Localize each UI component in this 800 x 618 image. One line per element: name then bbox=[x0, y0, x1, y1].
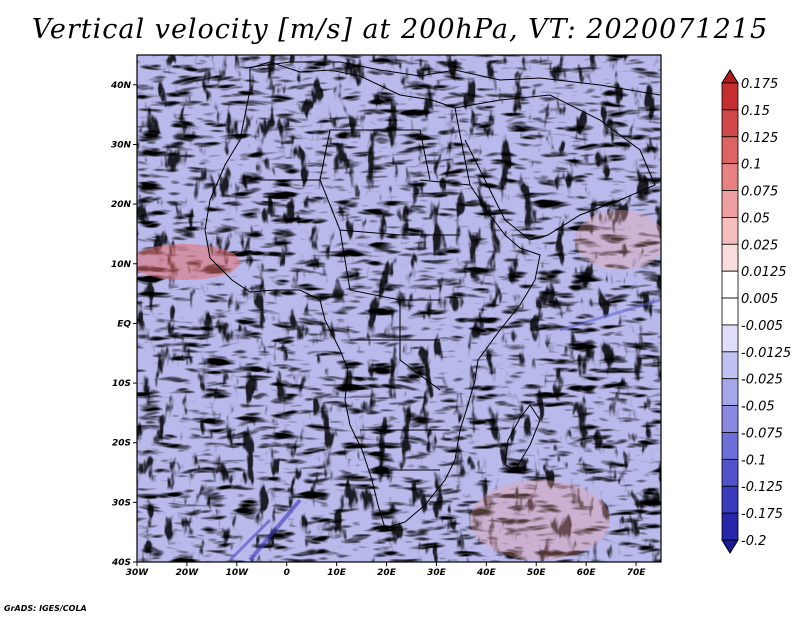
colorbar-segment bbox=[721, 458, 739, 487]
lon-tick-label: 10W bbox=[226, 568, 250, 578]
colorbar-segment bbox=[721, 270, 739, 299]
colorbar-label: 0.1 bbox=[741, 158, 762, 173]
lat-tick-label: 20N bbox=[111, 200, 132, 210]
colorbar-label: -0.005 bbox=[741, 319, 783, 334]
lat-tick-label: 40N bbox=[110, 81, 132, 91]
colorbar-label: -0.075 bbox=[741, 426, 783, 441]
colorbar-label: 0.15 bbox=[741, 104, 770, 119]
colorbar-segment bbox=[721, 217, 739, 245]
plot-frame bbox=[136, 54, 662, 563]
colorbar-label: 0.125 bbox=[741, 131, 778, 146]
colorbar-segment bbox=[721, 190, 739, 218]
colorbar-segment bbox=[721, 512, 739, 541]
arabia-coastline bbox=[454, 94, 656, 241]
colorbar-label: 0.025 bbox=[741, 238, 778, 253]
colorbar-label: -0.05 bbox=[741, 400, 775, 415]
footer-credit: GrADS: IGES/COLA bbox=[4, 604, 87, 613]
africa-coastline bbox=[204, 61, 541, 529]
lon-tick-label: 60E bbox=[577, 568, 597, 578]
lat-tick-label: 40S bbox=[111, 558, 131, 568]
lon-tick-label: 20E bbox=[377, 568, 397, 578]
chart-title: Vertical velocity [m/s] at 200hPa, VT: 2… bbox=[31, 14, 769, 45]
colorbar-label: 0.005 bbox=[741, 292, 778, 307]
colorbar-segment bbox=[721, 82, 739, 111]
lat-tick-label: 10S bbox=[112, 379, 131, 389]
colorbar-segment bbox=[721, 432, 739, 460]
colorbar-min-arrow bbox=[721, 539, 739, 554]
colorbar-label: -0.1 bbox=[741, 453, 766, 468]
lon-tick-label: 30W bbox=[126, 568, 150, 578]
lat-tick-label: EQ bbox=[117, 319, 131, 329]
lon-tick-label: 20W bbox=[176, 568, 200, 578]
colorbar-segment bbox=[721, 351, 739, 380]
colorbar-label: 0.05 bbox=[741, 211, 770, 226]
colorbar-segment bbox=[721, 243, 739, 272]
colorbar-label: -0.125 bbox=[741, 480, 783, 495]
lon-tick-label: 10E bbox=[327, 568, 347, 578]
colorbar-segment bbox=[721, 485, 739, 514]
colorbar-segment bbox=[721, 136, 739, 165]
coastlines bbox=[204, 61, 661, 529]
colorbar-label: 0.175 bbox=[741, 77, 778, 92]
velocity-field bbox=[137, 55, 661, 562]
colorbar-max-arrow bbox=[721, 69, 739, 84]
borders bbox=[260, 129, 471, 471]
lat-tick-label: 30S bbox=[112, 498, 131, 508]
colorbar-label: -0.175 bbox=[741, 507, 783, 522]
colorbar-label: -0.0125 bbox=[741, 346, 791, 361]
colorbar: 0.175 0.15 0.125 0.1 0.075 0.05 0.025 0.0125 0.0… bbox=[721, 69, 791, 554]
colorbar-segment bbox=[721, 109, 739, 138]
lat-tick-label: 30N bbox=[111, 140, 132, 150]
colorbar-segment bbox=[721, 378, 739, 406]
colorbar-label: 0.0125 bbox=[741, 265, 787, 280]
europe-coastline bbox=[244, 61, 661, 96]
lon-tick-label: 0 bbox=[284, 568, 290, 578]
lon-tick-label: 30E bbox=[427, 568, 447, 578]
colorbar-segment bbox=[721, 297, 739, 326]
lat-tick-label: 10N bbox=[111, 260, 132, 270]
colorbar-segment bbox=[721, 324, 739, 353]
madagascar-coastline bbox=[504, 404, 541, 471]
lat-tick-label: 20S bbox=[112, 439, 131, 449]
colorbar-label: 0.075 bbox=[741, 185, 778, 200]
lon-tick-label: 40E bbox=[476, 568, 497, 578]
colorbar-segment bbox=[721, 405, 739, 433]
colorbar-segment bbox=[721, 163, 739, 191]
colorbar-label: -0.025 bbox=[741, 373, 783, 388]
colorbar-label: -0.2 bbox=[741, 534, 766, 549]
lon-tick-label: 50E bbox=[527, 568, 547, 578]
lon-tick-label: 70E bbox=[627, 568, 647, 578]
